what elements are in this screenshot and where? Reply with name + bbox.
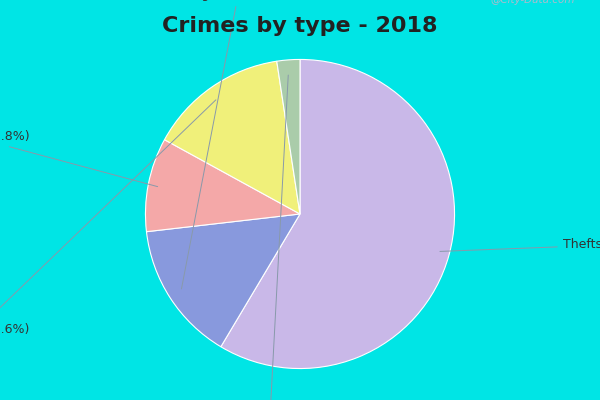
Wedge shape (146, 214, 300, 347)
Text: Burglaries (14.6%): Burglaries (14.6%) (180, 0, 296, 289)
Text: Assaults (14.6%): Assaults (14.6%) (0, 100, 216, 336)
Text: @City-Data.com: @City-Data.com (491, 0, 575, 4)
Wedge shape (221, 60, 455, 368)
Wedge shape (145, 140, 300, 232)
Wedge shape (277, 60, 300, 214)
Text: Crimes by type - 2018: Crimes by type - 2018 (162, 16, 438, 36)
Text: Thefts (58.5%): Thefts (58.5%) (440, 238, 600, 252)
Text: Rapes (2.4%): Rapes (2.4%) (227, 75, 311, 400)
Text: Auto thefts (9.8%): Auto thefts (9.8%) (0, 130, 158, 187)
Wedge shape (164, 61, 300, 214)
